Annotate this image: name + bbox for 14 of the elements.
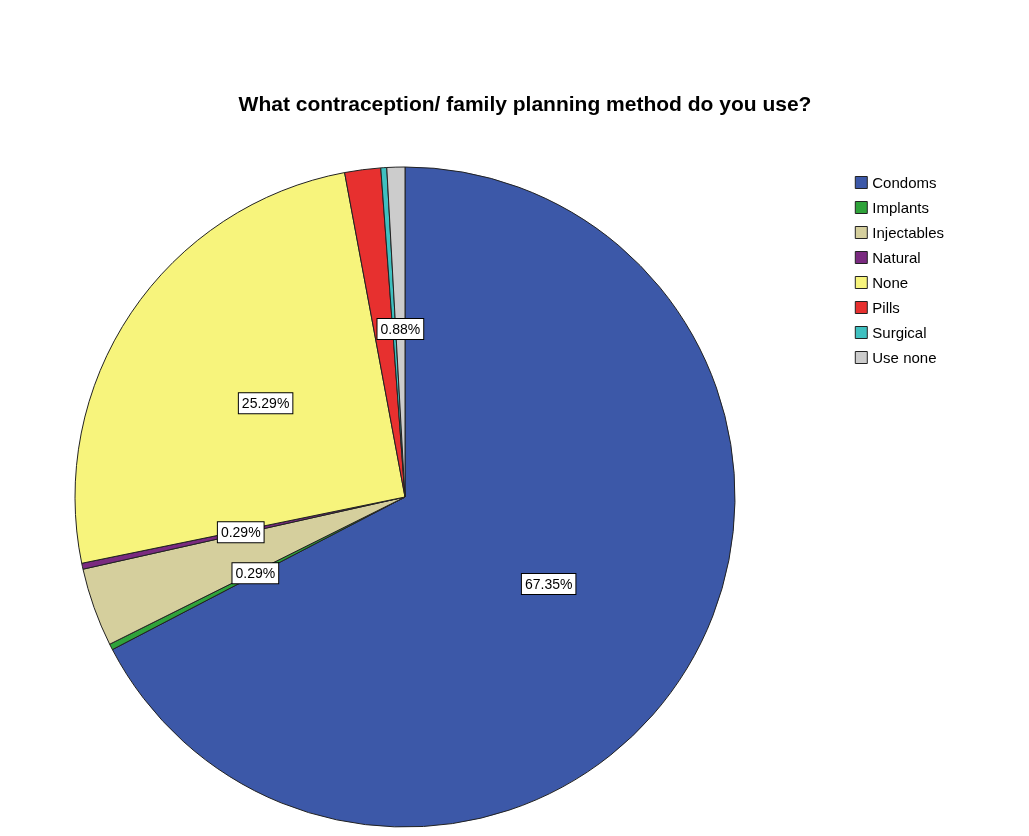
legend-label: Natural [872,249,921,266]
legend-label: Use none [872,349,937,366]
data-label: 0.88% [380,321,421,338]
legend-label: None [872,274,909,291]
data-label: 25.29% [241,395,290,412]
data-label: 0.29% [235,565,276,582]
legend-label: Pills [872,299,900,316]
data-label: 67.35% [524,576,573,593]
legend-label: Implants [872,199,929,216]
legend-label: Surgical [872,324,927,341]
legend-label: Condoms [872,174,937,191]
legend-label: Injectables [872,224,945,241]
chart-title: What contraception/ family planning method do you use? [238,92,812,115]
data-label: 0.29% [220,524,261,541]
